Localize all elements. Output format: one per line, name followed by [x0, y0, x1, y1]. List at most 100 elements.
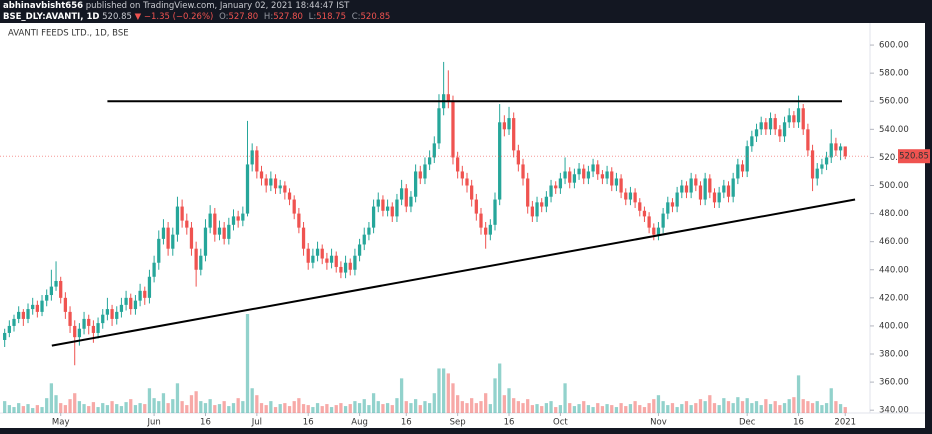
candle-body: [778, 129, 782, 137]
candle-body: [404, 188, 408, 207]
candle-body: [582, 168, 586, 179]
x-tick-label: Nov: [650, 418, 667, 428]
volume-bar: [87, 406, 91, 413]
candle-body: [544, 196, 549, 207]
candle-body: [395, 199, 399, 217]
candle-body: [834, 143, 838, 151]
volume-bar: [245, 314, 250, 413]
candle-body: [166, 227, 170, 249]
volume-bar: [180, 401, 184, 413]
volume-bar: [385, 403, 390, 413]
x-tick-label: Jul: [251, 418, 262, 428]
volume-bar: [493, 378, 497, 413]
candle-body: [297, 213, 301, 228]
y-tick-label: 500.00: [879, 181, 909, 191]
candle-body: [423, 164, 427, 179]
volume-bar: [423, 401, 427, 413]
candle-body: [474, 199, 478, 214]
volume-bar: [437, 368, 441, 413]
ohlc-value: 527.80: [228, 11, 259, 22]
volume-bar: [838, 404, 843, 413]
volume-bar: [829, 388, 833, 413]
candle-body: [787, 115, 791, 123]
volume-bar: [395, 398, 399, 413]
candle-body: [512, 118, 516, 151]
candle-body: [446, 94, 450, 102]
trendline: [51, 198, 856, 347]
volume-bar: [250, 388, 254, 413]
volume-bar: [446, 373, 450, 413]
candle-body: [530, 206, 535, 217]
candle-body: [339, 266, 343, 273]
volume-bar: [367, 405, 371, 413]
candle-body: [493, 199, 497, 225]
volume-bar: [484, 393, 488, 413]
volume-bar: [689, 405, 693, 413]
volume-bar: [203, 403, 208, 413]
candle-body: [437, 108, 441, 144]
candle-body: [614, 178, 619, 186]
candle-body: [754, 129, 759, 137]
volume-bar: [554, 407, 558, 413]
candle-body: [498, 122, 502, 200]
volume-bar: [301, 404, 306, 413]
volume-bar: [465, 403, 469, 413]
volume-bar: [166, 403, 170, 413]
volume-bar: [138, 403, 142, 413]
candle-body: [661, 213, 665, 228]
candle-body: [315, 248, 320, 256]
volume-bar: [432, 393, 436, 413]
volume-bar: [792, 397, 796, 413]
volume-bar: [628, 404, 633, 413]
volume-bar: [315, 403, 320, 413]
candle-body: [675, 192, 679, 207]
candle-body: [605, 171, 609, 179]
candle-body: [189, 227, 194, 249]
volume-bar: [474, 403, 478, 413]
volume-bar: [269, 401, 273, 413]
volume-bar: [259, 403, 264, 413]
candle-body: [161, 227, 166, 239]
candle-body: [535, 202, 539, 217]
volume-bar: [362, 399, 366, 413]
candle-body: [82, 318, 86, 329]
candle-body: [698, 185, 703, 200]
volume-bar: [572, 406, 577, 413]
y-tick-label: 520.00: [879, 153, 909, 163]
volume-bar: [3, 401, 7, 413]
volume-bar: [418, 405, 422, 413]
x-tick-label: 16: [793, 418, 804, 428]
candle-body: [652, 227, 656, 235]
volume-bar: [129, 399, 133, 413]
volume-bar: [684, 401, 689, 413]
candle-body: [133, 300, 138, 310]
candle-body: [269, 178, 273, 186]
volume-bar: [619, 403, 623, 413]
candle-body: [563, 171, 567, 179]
volume-bar: [806, 401, 810, 413]
volume-bar: [82, 404, 86, 413]
candle-body: [143, 290, 147, 298]
volume-bar: [703, 401, 707, 413]
candle-body: [670, 202, 675, 207]
volume-bar: [409, 403, 413, 413]
candle-body: [558, 178, 563, 189]
volume-bar: [549, 401, 553, 413]
candle-body: [656, 227, 661, 235]
candle-body: [838, 146, 843, 151]
candle-body: [273, 178, 278, 189]
candle-body: [348, 262, 352, 270]
volume-bar: [460, 401, 464, 413]
volume-bar: [768, 404, 773, 413]
volume-bar: [722, 398, 726, 413]
volume-bar: [189, 395, 194, 413]
volume-bar: [731, 403, 735, 413]
volume-bar: [264, 405, 268, 413]
candle-body: [7, 325, 11, 333]
candle-body: [110, 309, 114, 319]
volume-bar: [287, 406, 292, 413]
x-tick-label: Aug: [351, 418, 368, 428]
volume-bar: [77, 401, 82, 413]
volume-bar: [801, 399, 805, 413]
volume-bar: [185, 405, 189, 413]
